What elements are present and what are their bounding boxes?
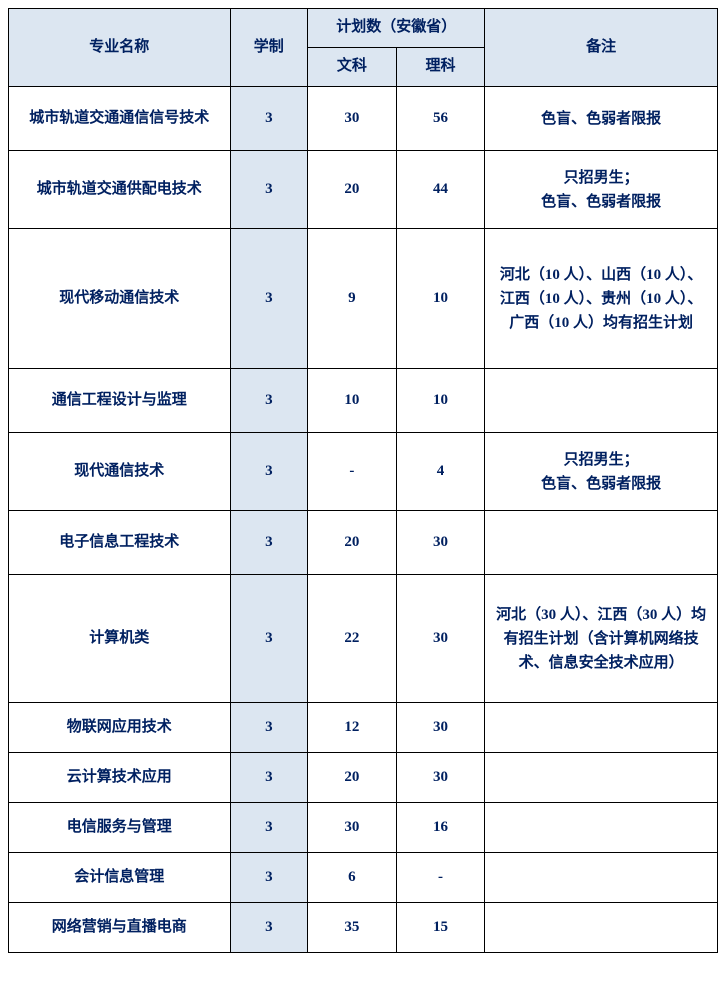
table-row: 物联网应用技术 3 12 30 (9, 703, 718, 753)
cell-duration: 3 (230, 87, 308, 151)
table-row: 现代通信技术 3 - 4 只招男生；色盲、色弱者限报 (9, 433, 718, 511)
cell-duration: 3 (230, 369, 308, 433)
cell-major: 电信服务与管理 (9, 803, 231, 853)
cell-arts: 20 (308, 753, 397, 803)
cell-remark (485, 903, 718, 953)
cell-major: 物联网应用技术 (9, 703, 231, 753)
table-row: 云计算技术应用 3 20 30 (9, 753, 718, 803)
table-row: 城市轨道交通通信信号技术 3 30 56 色盲、色弱者限报 (9, 87, 718, 151)
cell-duration: 3 (230, 229, 308, 369)
cell-duration: 3 (230, 433, 308, 511)
header-science: 理科 (396, 48, 485, 87)
cell-science: 44 (396, 151, 485, 229)
cell-remark (485, 853, 718, 903)
cell-remark (485, 703, 718, 753)
table-row: 计算机类 3 22 30 河北（30 人）、江西（30 人）均有招生计划（含计算… (9, 575, 718, 703)
cell-science: 30 (396, 703, 485, 753)
table-row: 会计信息管理 3 6 - (9, 853, 718, 903)
cell-remark (485, 369, 718, 433)
cell-remark (485, 753, 718, 803)
cell-duration: 3 (230, 803, 308, 853)
cell-remark: 色盲、色弱者限报 (485, 87, 718, 151)
table-row: 网络营销与直播电商 3 35 15 (9, 903, 718, 953)
table-body: 城市轨道交通通信信号技术 3 30 56 色盲、色弱者限报 城市轨道交通供配电技… (9, 87, 718, 953)
cell-science: 56 (396, 87, 485, 151)
cell-duration: 3 (230, 753, 308, 803)
cell-arts: 30 (308, 87, 397, 151)
cell-duration: 3 (230, 511, 308, 575)
cell-duration: 3 (230, 903, 308, 953)
table-row: 现代移动通信技术 3 9 10 河北（10 人）、山西（10 人）、江西（10 … (9, 229, 718, 369)
cell-arts: 12 (308, 703, 397, 753)
cell-arts: 6 (308, 853, 397, 903)
cell-science: 16 (396, 803, 485, 853)
cell-major: 现代通信技术 (9, 433, 231, 511)
cell-remark: 河北（10 人）、山西（10 人）、江西（10 人）、贵州（10 人）、广西（1… (485, 229, 718, 369)
header-arts: 文科 (308, 48, 397, 87)
cell-science: - (396, 853, 485, 903)
cell-science: 10 (396, 229, 485, 369)
cell-duration: 3 (230, 853, 308, 903)
cell-remark: 只招男生；色盲、色弱者限报 (485, 433, 718, 511)
cell-duration: 3 (230, 575, 308, 703)
cell-remark (485, 511, 718, 575)
cell-science: 15 (396, 903, 485, 953)
table-header: 专业名称 学制 计划数（安徽省） 备注 文科 理科 (9, 9, 718, 87)
cell-remark (485, 803, 718, 853)
cell-major: 现代移动通信技术 (9, 229, 231, 369)
cell-science: 4 (396, 433, 485, 511)
cell-science: 30 (396, 511, 485, 575)
table-row: 城市轨道交通供配电技术 3 20 44 只招男生；色盲、色弱者限报 (9, 151, 718, 229)
cell-duration: 3 (230, 151, 308, 229)
cell-duration: 3 (230, 703, 308, 753)
enrollment-plan-table: 专业名称 学制 计划数（安徽省） 备注 文科 理科 城市轨道交通通信信号技术 3… (8, 8, 718, 953)
cell-arts: 20 (308, 151, 397, 229)
header-major: 专业名称 (9, 9, 231, 87)
table-row: 电信服务与管理 3 30 16 (9, 803, 718, 853)
cell-major: 城市轨道交通供配电技术 (9, 151, 231, 229)
cell-arts: 30 (308, 803, 397, 853)
cell-major: 云计算技术应用 (9, 753, 231, 803)
cell-arts: 20 (308, 511, 397, 575)
cell-science: 30 (396, 575, 485, 703)
header-plan-group: 计划数（安徽省） (308, 9, 485, 48)
cell-arts: - (308, 433, 397, 511)
cell-major: 计算机类 (9, 575, 231, 703)
cell-major: 城市轨道交通通信信号技术 (9, 87, 231, 151)
header-remark: 备注 (485, 9, 718, 87)
cell-major: 电子信息工程技术 (9, 511, 231, 575)
cell-science: 30 (396, 753, 485, 803)
cell-remark: 河北（30 人）、江西（30 人）均有招生计划（含计算机网络技术、信息安全技术应… (485, 575, 718, 703)
cell-science: 10 (396, 369, 485, 433)
cell-arts: 22 (308, 575, 397, 703)
cell-major: 会计信息管理 (9, 853, 231, 903)
cell-major: 通信工程设计与监理 (9, 369, 231, 433)
table-row: 电子信息工程技术 3 20 30 (9, 511, 718, 575)
header-duration: 学制 (230, 9, 308, 87)
table-row: 通信工程设计与监理 3 10 10 (9, 369, 718, 433)
cell-arts: 35 (308, 903, 397, 953)
cell-remark: 只招男生；色盲、色弱者限报 (485, 151, 718, 229)
cell-arts: 9 (308, 229, 397, 369)
cell-major: 网络营销与直播电商 (9, 903, 231, 953)
cell-arts: 10 (308, 369, 397, 433)
